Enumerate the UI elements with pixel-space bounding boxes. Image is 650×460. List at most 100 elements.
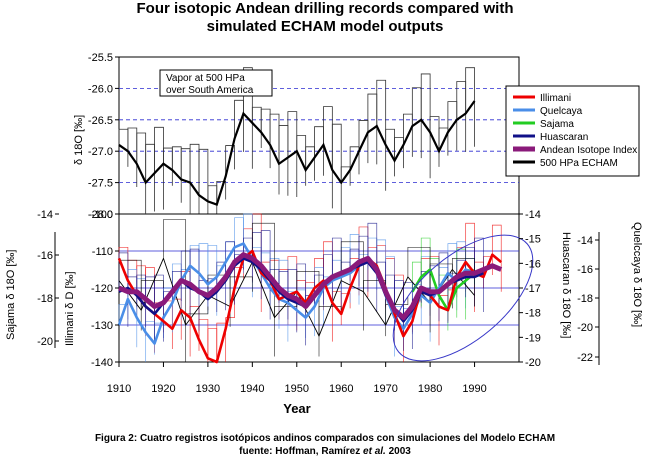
illimani-tick-label: -100 — [91, 209, 113, 221]
top-y-axis-label-text: δ 18O [‰] — [73, 115, 85, 165]
top-annual-step — [403, 113, 413, 157]
top-annual-step — [314, 126, 324, 176]
sajama-tick-label: -14 — [37, 209, 53, 221]
quelccaya-tick-label: -22 — [577, 352, 593, 364]
x-tick-label: 1950 — [285, 383, 309, 395]
chart-title: Four isotopic Andean drilling records co… — [0, 0, 650, 36]
top-annual-step — [340, 166, 351, 186]
huascaran-tick-label: -20 — [525, 357, 541, 369]
illimani-tick-label: -120 — [91, 283, 113, 295]
bottom-annual-step — [171, 271, 182, 301]
top-y-tick-label: -26.5 — [88, 115, 113, 127]
x-axis-label: Year — [283, 401, 310, 416]
illimani-tick-label: -130 — [91, 320, 113, 332]
quelccaya-tick-label: -18 — [577, 293, 593, 305]
bottom-annual-step — [385, 297, 409, 325]
bottom-panel: 1910 1920 1930 1940 1950 1960 1970 1980 1990 Yea… — [5, 209, 643, 416]
bottom-series-illimani — [117, 249, 503, 364]
top-annual-step — [411, 87, 422, 159]
legend-label-5: 500 HPa ECHAM — [540, 158, 618, 169]
top-annual-step — [349, 146, 360, 175]
top-annual-step — [358, 120, 369, 164]
x-tick-label: 1930 — [196, 383, 220, 395]
top-annual-step — [234, 99, 244, 152]
huascaran-tick-label: -14 — [525, 209, 541, 221]
huascaran-tick-label: -17 — [525, 283, 541, 295]
top-annual-step — [305, 146, 315, 181]
bottom-annual-step — [456, 259, 467, 298]
bottom-series-sajama — [411, 268, 476, 312]
top-y-tick-label: -27.5 — [88, 178, 113, 190]
legend-label-2: Sajama — [540, 119, 574, 130]
bottom-series-andean-isotope-index — [118, 252, 503, 321]
top-annual-step — [154, 126, 164, 210]
bottom-annual-step — [318, 306, 342, 337]
x-tick-label: 1980 — [418, 383, 442, 395]
huascaran-axis-label: Huascaran δ 18O [‰] — [560, 232, 572, 338]
top-annual-step — [278, 125, 289, 196]
illimani-axis-label: Illimani δ D [‰] — [64, 271, 76, 346]
top-annual-step — [145, 143, 155, 212]
quelccaya-tick-label: -16 — [577, 264, 593, 276]
bottom-annual-step — [154, 274, 164, 342]
sajama-axis-label: Sajama δ 18O [‰] — [5, 250, 17, 341]
x-tick-label: 1990 — [462, 383, 486, 395]
caption-source-prefix: fuente: Hoffman, Ramírez — [239, 446, 364, 457]
huascaran-tick-label: -19 — [525, 332, 541, 344]
top-y-tick-label: -25.5 — [88, 52, 113, 64]
top-annual-step — [465, 67, 475, 147]
legend-label-4: Andean Isotope Index — [540, 145, 637, 156]
top-y-tick-label: -26.0 — [88, 83, 113, 95]
top-annual-step — [367, 93, 378, 165]
top-annual-step — [198, 148, 209, 214]
huascaran-tick-label: -18 — [525, 308, 541, 320]
bottom-annual-step — [207, 328, 218, 362]
highlight-ellipse — [392, 234, 534, 362]
x-tick-label: 1910 — [107, 383, 131, 395]
legend: Illimani Quelcaya Sajama Huascaran Andean Is… — [505, 85, 640, 177]
bottom-annual-step — [216, 322, 227, 362]
bottom-annual-step — [429, 263, 453, 309]
top-annual-step — [456, 81, 467, 152]
bottom-annual-step — [438, 252, 449, 324]
caption-line-2: fuente: Hoffman, Ramírez et al. 2003 — [0, 445, 650, 458]
top-annual-step — [287, 111, 298, 198]
annotation-line-2: over South America — [166, 85, 254, 96]
legend-label-0: Illimani — [540, 93, 571, 104]
top-annual-step — [438, 127, 449, 156]
quelccaya-tick-label: -14 — [577, 235, 593, 247]
caption-source-italic: et al. — [363, 446, 386, 457]
legend-label-3: Huascaran — [540, 132, 588, 143]
x-tick-label: 1940 — [240, 383, 264, 395]
x-tick-label: 1960 — [329, 383, 353, 395]
figure-caption: Figura 2: Cuatro registros isotópicos an… — [0, 432, 650, 458]
top-panel: -25.5 -26.0 -26.5 -27.0 -27.5 -28.0 δ 18O [‰]… — [73, 52, 520, 221]
huascaran-tick-label: -15 — [525, 234, 541, 246]
caption-source-suffix: 2003 — [385, 446, 411, 457]
bottom-annual-step — [274, 302, 298, 318]
bottom-annual-step — [451, 258, 475, 307]
sajama-tick-label: -16 — [37, 250, 53, 262]
bottom-annual-step — [163, 219, 187, 362]
top-annual-step — [225, 145, 235, 177]
chart-title-line-1: Four isotopic Andean drilling records co… — [136, 0, 514, 17]
top-y-tick-label: -27.0 — [88, 146, 113, 158]
x-tick-label: 1920 — [151, 383, 175, 395]
bottom-annual-step — [185, 306, 209, 325]
quelccaya-axis-label: Quelccaya δ 18O [‰] — [631, 222, 643, 327]
bottom-annual-step — [491, 224, 502, 292]
sajama-tick-label: -18 — [37, 293, 53, 305]
sajama-tick-label: -20 — [37, 336, 53, 348]
top-annual-step — [394, 136, 404, 169]
bottom-annual-step — [163, 291, 173, 303]
quelccaya-tick-label: -20 — [577, 322, 593, 334]
top-y-tick-label: -28.0 — [88, 209, 113, 221]
huascaran-tick-label: -16 — [525, 258, 541, 270]
chart-title-line-2: simulated ECHAM model outputs — [206, 18, 444, 35]
illimani-tick-label: -110 — [92, 246, 113, 258]
illimani-tick-label: -140 — [91, 357, 113, 369]
top-annual-step — [447, 101, 458, 151]
x-tick-label: 1970 — [373, 383, 397, 395]
bottom-annual-step — [229, 276, 253, 307]
